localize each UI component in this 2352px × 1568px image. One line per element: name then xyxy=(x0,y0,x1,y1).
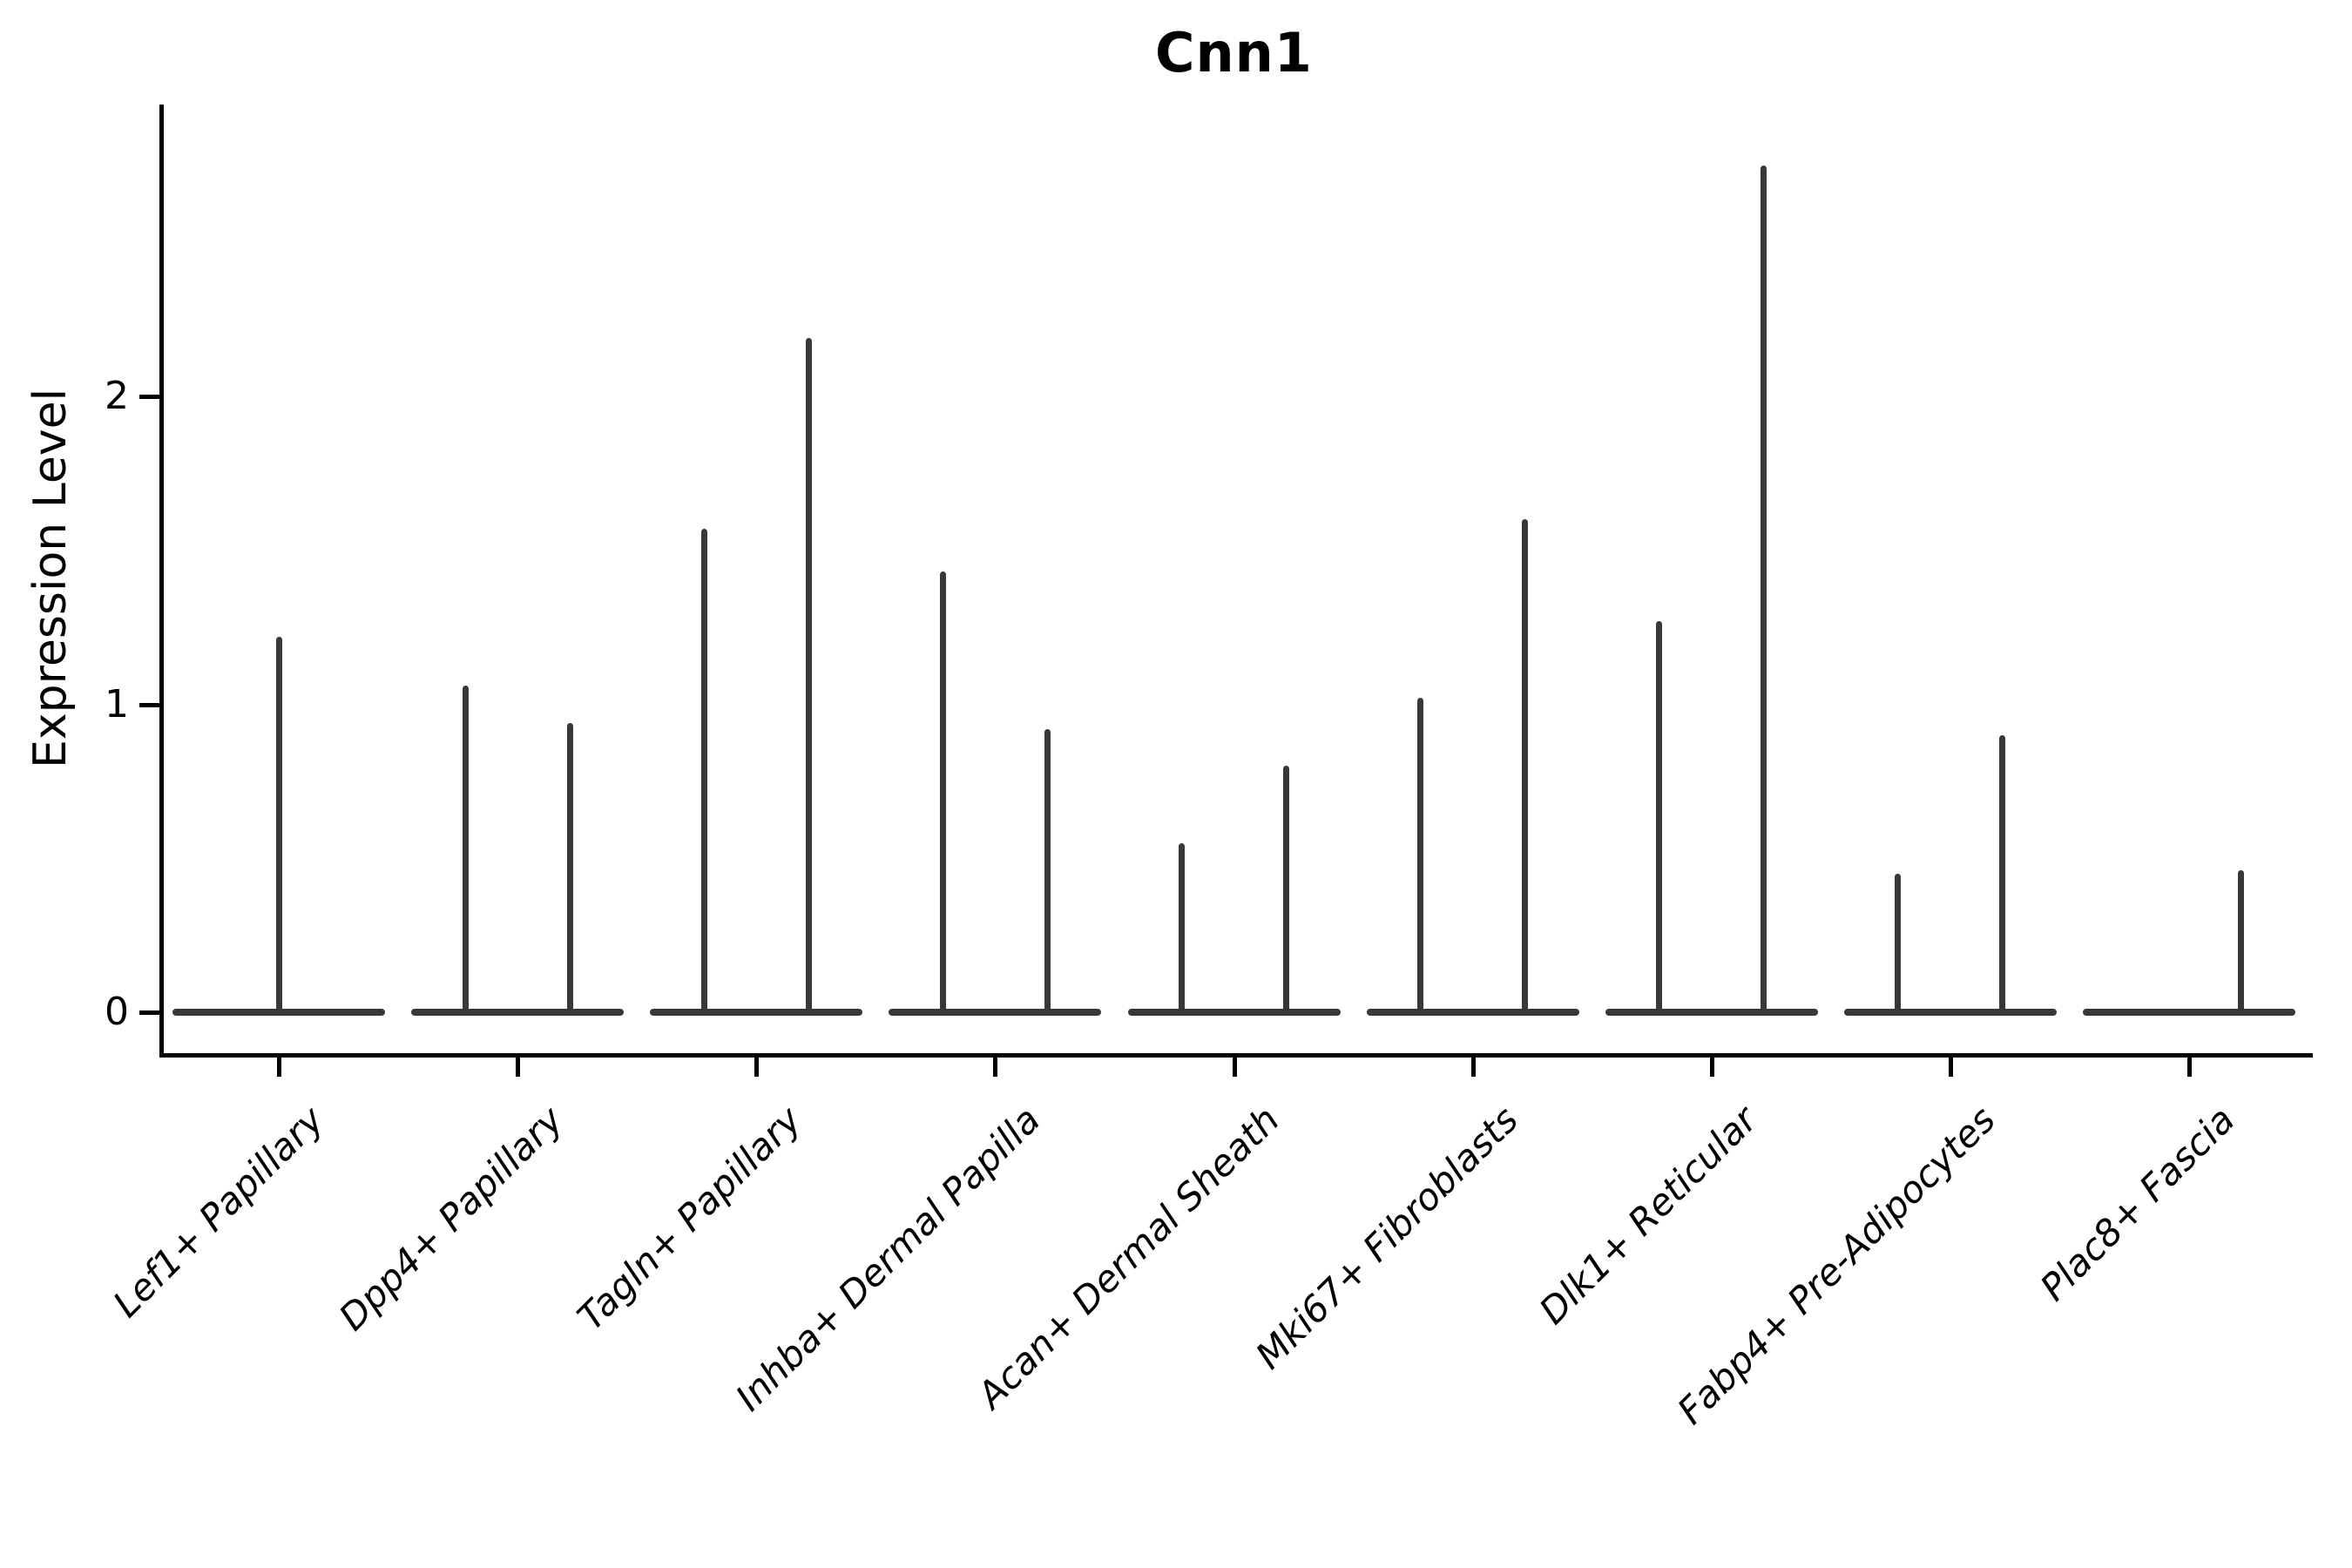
violin-spike xyxy=(1895,873,1902,1016)
x-tick-label: Dlk1+ Reticular xyxy=(1531,1098,1765,1333)
y-tick-label: 0 xyxy=(105,990,129,1034)
violin-spike xyxy=(1283,766,1289,1016)
x-tick-label: Tagln+ Papillary xyxy=(569,1098,810,1339)
x-tick-label: Plac8+ Fascia xyxy=(2031,1098,2243,1309)
violin-body xyxy=(411,1009,625,1016)
violin-spike xyxy=(1179,842,1185,1016)
x-tick xyxy=(1232,1058,1237,1077)
y-tick xyxy=(139,702,159,707)
y-tick xyxy=(139,395,159,399)
violin-spike xyxy=(1761,165,1767,1016)
violin-spike xyxy=(805,337,812,1016)
violin-spike xyxy=(1044,728,1051,1016)
y-tick-label: 2 xyxy=(105,374,129,418)
violin-spike xyxy=(1999,734,2006,1016)
x-tick-label: Dpp4+ Papillary xyxy=(330,1098,571,1339)
x-tick xyxy=(754,1058,760,1077)
x-tick xyxy=(1709,1058,1714,1077)
violin-body xyxy=(1366,1009,1579,1016)
violin-spike xyxy=(1522,519,1529,1016)
violin-body xyxy=(1127,1009,1341,1016)
violin-spike xyxy=(700,529,707,1016)
x-tick-label: Mki67+ Fibroblasts xyxy=(1247,1098,1526,1377)
violin-spike xyxy=(566,722,573,1016)
x-tick xyxy=(516,1058,521,1077)
violin-spike xyxy=(2238,870,2245,1016)
violin-spike xyxy=(1417,698,1424,1016)
violin-spike xyxy=(462,686,469,1016)
violin-body xyxy=(650,1009,863,1016)
y-tick xyxy=(139,1010,159,1015)
violin-spike xyxy=(939,571,946,1016)
x-tick xyxy=(993,1058,998,1077)
x-tick xyxy=(2186,1058,2192,1077)
y-tick-label: 1 xyxy=(105,681,129,727)
violin-body xyxy=(1843,1009,2057,1016)
x-tick xyxy=(1948,1058,1953,1077)
violin-body xyxy=(2082,1009,2295,1016)
violin-body xyxy=(1605,1009,1818,1016)
violin-body xyxy=(889,1009,1102,1016)
violin-spike xyxy=(1656,621,1663,1016)
x-tick xyxy=(277,1058,282,1077)
x-tick xyxy=(1470,1058,1476,1077)
x-tick-label: Lef1+ Papillary xyxy=(105,1098,333,1326)
chart-title: Cnn1 xyxy=(1155,21,1313,84)
violin-spike xyxy=(275,636,282,1016)
plot-area xyxy=(159,105,2313,1058)
